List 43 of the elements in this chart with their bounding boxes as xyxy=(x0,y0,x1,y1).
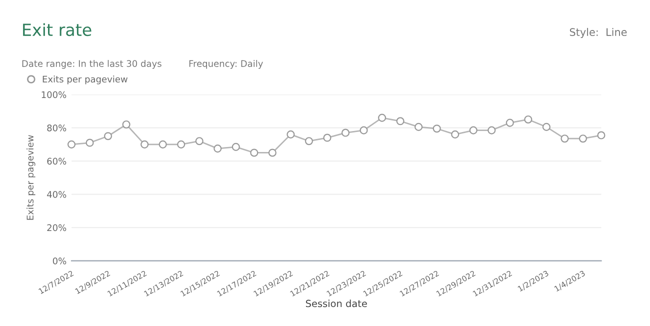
point xyxy=(524,115,532,124)
text: Style: Line xyxy=(570,28,627,38)
point xyxy=(506,118,514,127)
y-tick-label: 20% xyxy=(47,224,66,232)
point xyxy=(214,144,222,153)
point xyxy=(451,130,460,138)
point xyxy=(378,114,386,122)
point xyxy=(177,140,186,148)
point xyxy=(195,137,204,146)
point xyxy=(414,122,423,131)
point xyxy=(578,134,588,143)
chart-title: Exit rate xyxy=(23,23,92,36)
y-tick-label: 0% xyxy=(52,258,66,264)
point xyxy=(268,148,276,157)
point xyxy=(122,120,130,128)
point xyxy=(140,140,149,148)
point xyxy=(158,140,167,148)
point xyxy=(396,117,404,126)
y-tick-label: 80% xyxy=(47,124,66,132)
point xyxy=(341,128,350,137)
point xyxy=(488,126,496,134)
y-axis-title: Exits per pageview xyxy=(26,135,36,220)
x-axis-title: Session date xyxy=(306,300,367,308)
point xyxy=(304,137,313,146)
point xyxy=(542,122,550,131)
point xyxy=(232,142,240,151)
point xyxy=(560,134,569,143)
text: Frequency: Daily xyxy=(189,60,263,69)
y-tick-label: 100% xyxy=(42,91,66,98)
point xyxy=(469,126,478,134)
text: Date range: In the last 30 days xyxy=(22,60,162,69)
point xyxy=(104,132,112,140)
point xyxy=(432,124,441,133)
y-tick-label: 40% xyxy=(47,191,66,198)
point xyxy=(597,131,606,140)
legend-label: Exits per pageview xyxy=(42,76,128,84)
point xyxy=(323,134,332,142)
point xyxy=(360,126,368,134)
point xyxy=(86,138,94,147)
point xyxy=(286,130,295,138)
point xyxy=(67,140,76,148)
y-tick-label: 60% xyxy=(47,158,66,165)
point xyxy=(250,148,258,157)
